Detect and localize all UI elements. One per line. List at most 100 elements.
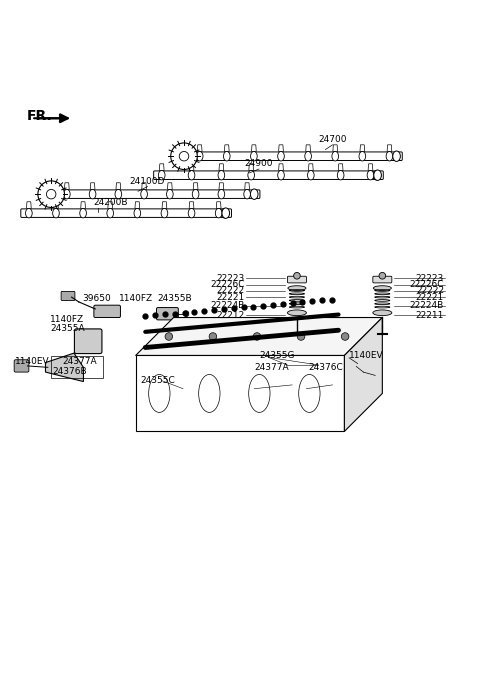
Ellipse shape xyxy=(80,209,86,218)
Polygon shape xyxy=(309,164,313,170)
Ellipse shape xyxy=(393,151,400,162)
Text: 22226C: 22226C xyxy=(210,280,245,289)
Polygon shape xyxy=(81,202,85,209)
Ellipse shape xyxy=(158,170,165,180)
Text: 1140FZ: 1140FZ xyxy=(50,316,84,324)
Ellipse shape xyxy=(218,170,225,180)
Polygon shape xyxy=(135,202,140,209)
Polygon shape xyxy=(193,183,198,189)
Ellipse shape xyxy=(161,209,168,218)
Ellipse shape xyxy=(25,209,32,218)
Polygon shape xyxy=(333,145,337,151)
Text: 24376C: 24376C xyxy=(309,363,344,372)
FancyBboxPatch shape xyxy=(373,276,392,283)
Polygon shape xyxy=(46,353,84,382)
Ellipse shape xyxy=(222,208,229,218)
Polygon shape xyxy=(219,164,224,170)
Ellipse shape xyxy=(332,151,338,161)
Ellipse shape xyxy=(373,310,392,316)
FancyBboxPatch shape xyxy=(319,364,346,387)
Text: 24355A: 24355A xyxy=(50,324,85,333)
Ellipse shape xyxy=(278,170,284,180)
Polygon shape xyxy=(368,164,373,170)
Ellipse shape xyxy=(244,189,251,199)
FancyBboxPatch shape xyxy=(173,152,402,160)
Circle shape xyxy=(294,273,300,279)
Polygon shape xyxy=(197,145,202,151)
Polygon shape xyxy=(90,183,95,189)
Ellipse shape xyxy=(218,189,225,199)
Polygon shape xyxy=(219,183,224,189)
Polygon shape xyxy=(252,145,256,151)
FancyBboxPatch shape xyxy=(74,329,102,353)
Ellipse shape xyxy=(167,189,173,199)
Polygon shape xyxy=(26,202,31,209)
FancyBboxPatch shape xyxy=(154,171,384,180)
Polygon shape xyxy=(245,183,250,189)
Text: 22223: 22223 xyxy=(416,274,444,283)
Ellipse shape xyxy=(184,311,189,316)
Ellipse shape xyxy=(288,286,306,291)
Polygon shape xyxy=(189,164,194,170)
Ellipse shape xyxy=(248,170,254,180)
FancyBboxPatch shape xyxy=(156,308,179,320)
Ellipse shape xyxy=(220,209,229,218)
Circle shape xyxy=(341,332,349,341)
Text: 22222: 22222 xyxy=(216,287,245,295)
Polygon shape xyxy=(136,318,383,355)
Text: 24377A: 24377A xyxy=(62,357,96,365)
FancyBboxPatch shape xyxy=(61,291,75,300)
Text: 24376B: 24376B xyxy=(53,367,87,376)
Ellipse shape xyxy=(359,151,366,161)
Polygon shape xyxy=(54,202,59,209)
Circle shape xyxy=(253,332,261,341)
Text: 22223: 22223 xyxy=(216,274,245,283)
Ellipse shape xyxy=(224,151,230,161)
Polygon shape xyxy=(225,145,229,151)
FancyBboxPatch shape xyxy=(40,190,260,199)
Ellipse shape xyxy=(134,209,141,218)
Ellipse shape xyxy=(188,209,195,218)
Ellipse shape xyxy=(216,209,222,218)
Ellipse shape xyxy=(63,189,70,199)
Text: 24700: 24700 xyxy=(318,135,347,144)
Polygon shape xyxy=(360,145,365,151)
Circle shape xyxy=(179,151,189,161)
Polygon shape xyxy=(168,183,172,189)
Polygon shape xyxy=(216,202,221,209)
FancyBboxPatch shape xyxy=(94,305,120,318)
FancyBboxPatch shape xyxy=(21,209,231,217)
Polygon shape xyxy=(344,318,383,431)
Ellipse shape xyxy=(251,189,258,199)
Text: 24200B: 24200B xyxy=(93,198,127,207)
Text: 22224B: 22224B xyxy=(211,301,245,310)
Text: 22212: 22212 xyxy=(216,311,245,320)
Ellipse shape xyxy=(115,189,121,199)
Text: 24355G: 24355G xyxy=(259,351,294,360)
Text: 22226C: 22226C xyxy=(409,280,444,289)
Polygon shape xyxy=(162,202,167,209)
Ellipse shape xyxy=(53,209,60,218)
Polygon shape xyxy=(278,164,283,170)
Text: 22211: 22211 xyxy=(416,311,444,320)
Ellipse shape xyxy=(372,170,381,180)
Ellipse shape xyxy=(188,170,195,180)
Polygon shape xyxy=(278,145,283,151)
Text: 24355B: 24355B xyxy=(157,294,192,303)
Circle shape xyxy=(165,332,173,341)
Circle shape xyxy=(47,189,56,199)
Ellipse shape xyxy=(107,209,114,218)
FancyBboxPatch shape xyxy=(278,364,306,387)
Text: 1140FZ: 1140FZ xyxy=(119,294,153,303)
Ellipse shape xyxy=(374,170,382,180)
Text: FR.: FR. xyxy=(26,109,52,123)
Circle shape xyxy=(379,273,385,279)
Ellipse shape xyxy=(89,189,96,199)
Polygon shape xyxy=(189,202,194,209)
Polygon shape xyxy=(108,202,113,209)
Text: 24355C: 24355C xyxy=(140,376,175,385)
Ellipse shape xyxy=(196,151,203,161)
Ellipse shape xyxy=(251,151,257,161)
Circle shape xyxy=(297,332,305,341)
Polygon shape xyxy=(64,183,69,189)
